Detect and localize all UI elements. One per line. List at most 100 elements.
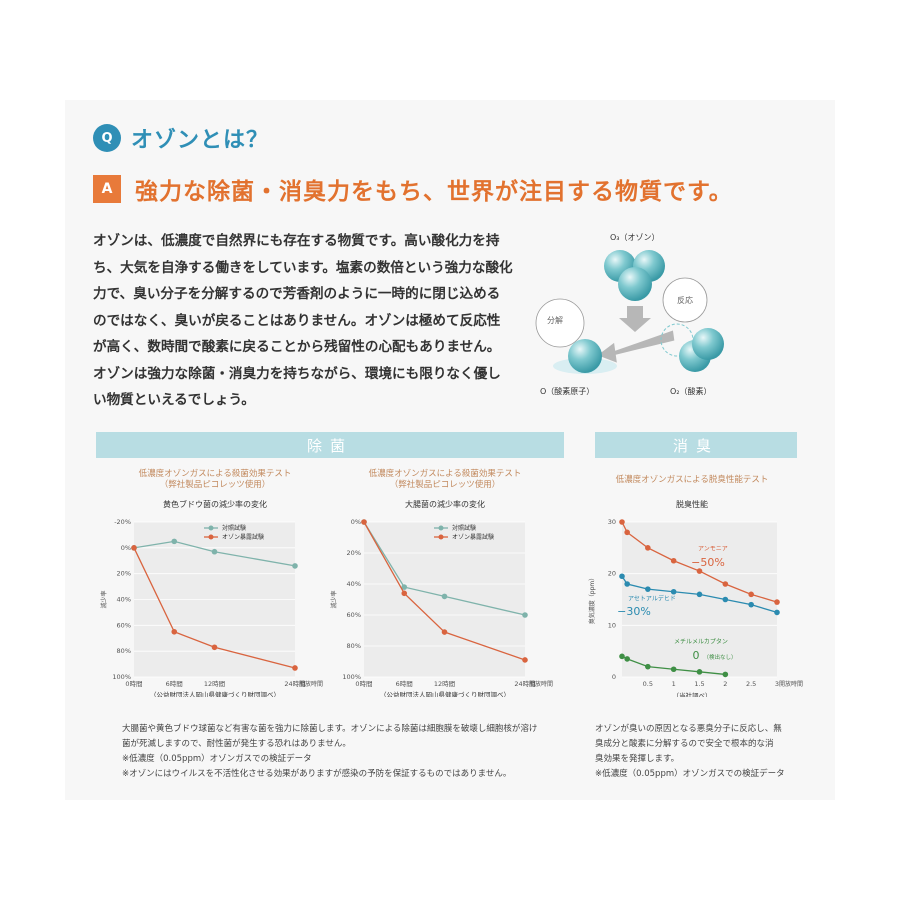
- chart-source: （当社調べ）: [673, 691, 712, 697]
- series-result: −50%: [691, 556, 725, 569]
- question-text: オゾンとは？: [131, 128, 270, 153]
- series-line: [363, 521, 526, 616]
- deodorize-note-line: オゾンが臭いの原因となる悪臭分子に反応し、無: [595, 724, 782, 734]
- y-tick-label: 40%: [347, 580, 361, 588]
- data-point: [619, 653, 625, 660]
- decompose-circle: [535, 298, 585, 348]
- arrow-down-icon: [619, 306, 651, 332]
- series-result-note: （検出なし）: [703, 653, 736, 661]
- y-tick-label: 40%: [117, 596, 131, 604]
- x-tick-label: 1: [672, 680, 676, 688]
- y-axis-label: 臭気濃度（ppm）: [588, 575, 596, 624]
- data-point: [696, 591, 703, 598]
- series-line: [621, 521, 778, 603]
- x-tick-label: 6時間: [166, 680, 183, 688]
- data-point: [619, 519, 625, 525]
- legend-marker: [208, 534, 214, 540]
- x-tick-label: 24時間: [514, 680, 535, 688]
- x-tick-label: 3: [775, 680, 779, 688]
- data-point: [522, 612, 528, 618]
- x-tick-label: 1.5: [694, 680, 704, 688]
- data-point: [748, 601, 754, 608]
- legend-marker: [438, 525, 444, 531]
- o-atom-label: O（酸素原子）: [540, 386, 594, 396]
- o-atom-sphere: [568, 339, 602, 373]
- legend-label: 対照試験: [452, 524, 476, 532]
- data-point: [292, 563, 298, 569]
- reaction-circle: [662, 277, 708, 323]
- legend-marker: [438, 534, 444, 540]
- data-point: [522, 657, 528, 663]
- answer-heading: A 強力な除菌・消臭力をもち、世界が注目する物質です。: [93, 172, 733, 206]
- y-tick-label: 100%: [342, 673, 361, 681]
- sterilize-band: 除菌: [96, 432, 564, 458]
- y-tick-label: 30: [608, 518, 616, 526]
- data-point: [696, 669, 703, 675]
- x-axis-label: 開放時間: [529, 680, 553, 688]
- data-point: [722, 596, 729, 603]
- series-label: アンモニア: [698, 545, 728, 552]
- x-tick-label: 0.5: [643, 680, 653, 688]
- series-result: 0: [693, 649, 700, 662]
- data-point: [624, 656, 630, 662]
- data-point: [722, 581, 729, 587]
- a-badge: A: [93, 175, 121, 203]
- data-point: [696, 568, 703, 574]
- decompose-label: 分解: [547, 315, 563, 325]
- y-tick-label: 20%: [347, 549, 361, 557]
- data-point: [748, 591, 754, 598]
- data-point: [670, 666, 677, 673]
- series-line: [363, 521, 526, 661]
- y-tick-label: 0%: [351, 518, 361, 526]
- arrow-left-icon: [597, 330, 675, 363]
- legend-label: 対照試験: [222, 524, 246, 532]
- y-tick-label: 80%: [347, 642, 361, 650]
- chart-title-2: （弊社製品ピコレッツ使用）: [390, 479, 501, 490]
- y-tick-label: 0%: [121, 544, 131, 552]
- reaction-label: 反応: [677, 295, 693, 305]
- sterilize-note-line: ※オゾンにはウイルスを不活性化させる効果がありますが感染の予防を保証するものでは…: [122, 769, 512, 779]
- o2-sphere-right: [692, 328, 724, 360]
- legend-label: オゾン暴露試験: [452, 533, 494, 541]
- x-tick-label: 2: [723, 680, 727, 688]
- data-point: [441, 593, 448, 600]
- legend-label: オゾン暴露試験: [222, 533, 264, 541]
- question-heading: Q オゾンとは？: [93, 122, 269, 154]
- y-tick-label: -20%: [114, 518, 131, 526]
- data-point: [670, 588, 677, 595]
- data-point: [774, 609, 780, 616]
- series-label: アセトアルデヒド: [628, 595, 676, 603]
- series-line: [133, 540, 296, 567]
- data-point: [624, 529, 630, 536]
- chart-title: 低濃度オゾンガスによる殺菌効果テスト: [369, 468, 522, 479]
- data-point: [441, 629, 448, 635]
- series-line: [621, 575, 778, 614]
- x-tick-label: 6時間: [396, 680, 413, 688]
- chart-subtitle: 大腸菌の減少率の変化: [405, 499, 485, 509]
- y-tick-label: 10: [608, 621, 616, 629]
- chart-staph: 低濃度オゾンガスによる殺菌効果テスト（弊社製品ピコレッツ使用） 黄色ブドウ菌の減少…: [100, 468, 323, 697]
- data-point: [645, 586, 651, 592]
- data-point: [361, 519, 367, 525]
- data-point: [131, 545, 137, 551]
- y-axis-label: 減少率: [100, 590, 108, 608]
- y-tick-label: 0: [612, 673, 616, 681]
- data-point: [171, 538, 178, 545]
- ozone-diagram: O₃（オゾン） 反応 分解 O（酸素原子） O₂（酸素）: [535, 233, 724, 396]
- y-axis-label: 減少率: [330, 590, 338, 608]
- y-tick-label: 100%: [112, 673, 131, 681]
- sterilize-note-line: 菌が死滅しますので、耐性菌が発生する恐れはありません。: [122, 739, 351, 749]
- data-point: [401, 584, 408, 590]
- o3-label: O₃（オゾン）: [610, 233, 660, 242]
- chart-title: 低濃度オゾンガスによる脱臭性能テスト: [616, 474, 769, 485]
- o2-label: O₂（酸素）: [670, 386, 712, 396]
- deodorize-note-line: 臭成分と酸素に分解するので安全で根本的な消: [595, 739, 774, 749]
- sterilize-note-line: 大腸菌や黄色ブドウ球菌など有害な菌を強力に除菌します。オゾンによる除菌は細胞膜を…: [122, 724, 538, 734]
- q-badge: Q: [93, 124, 121, 152]
- deodorize-note-line: 臭効果を発揮します。: [595, 754, 680, 764]
- sterilize-notes: 大腸菌や黄色ブドウ球菌など有害な菌を強力に除菌します。オゾンによる除菌は細胞膜を…: [122, 722, 562, 782]
- o3-sphere-bottom: [618, 267, 652, 301]
- y-tick-label: 60%: [347, 611, 361, 619]
- x-axis-label: 開放時間: [299, 680, 323, 688]
- x-tick-label: 12時間: [204, 680, 225, 688]
